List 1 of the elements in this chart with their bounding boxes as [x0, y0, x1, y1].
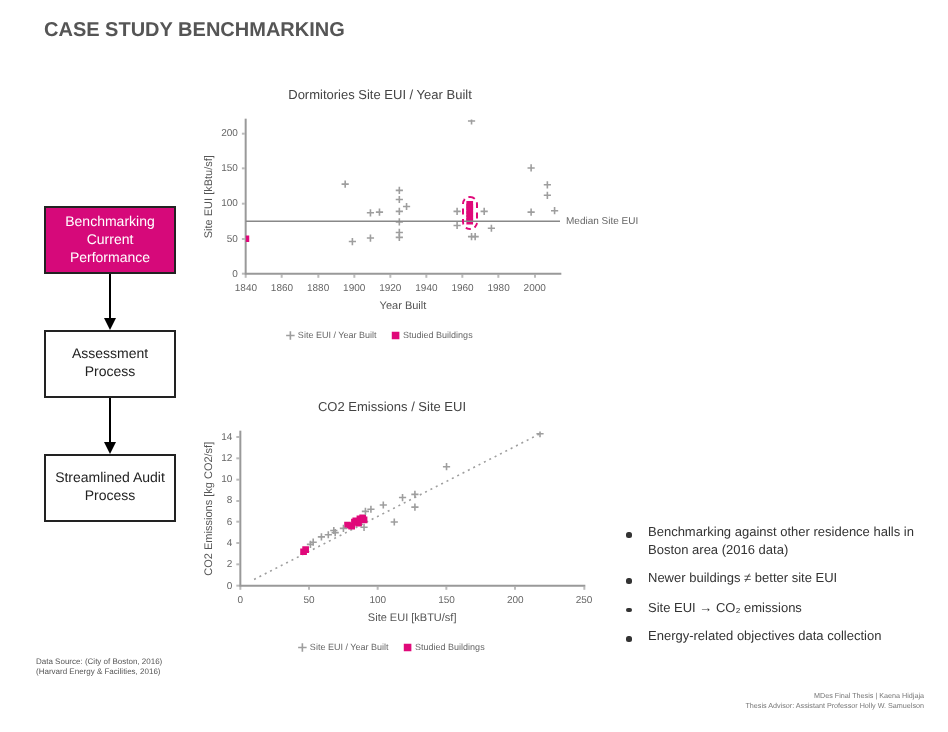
text: CASE STUDY BENCHMARKING	[44, 20, 345, 42]
